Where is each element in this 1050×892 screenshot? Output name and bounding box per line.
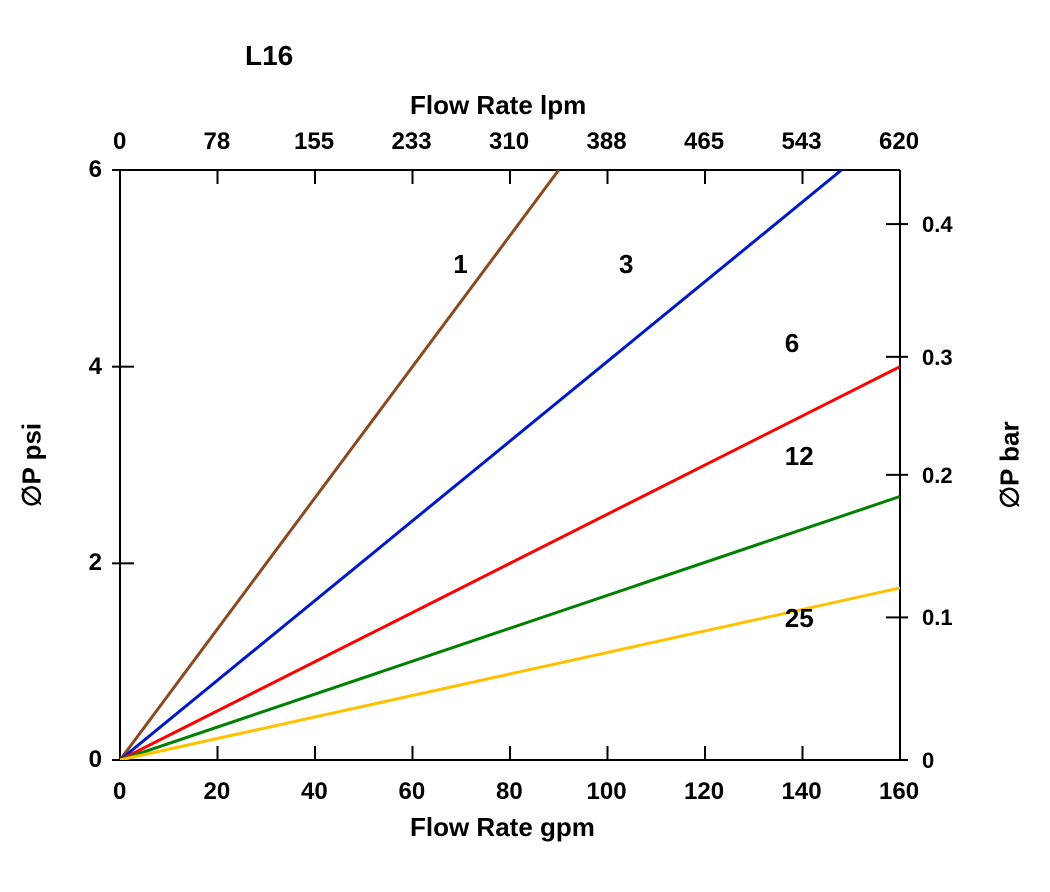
- y-left-tick-label: 4: [89, 353, 102, 381]
- series-line: [120, 496, 900, 760]
- series-label: 3: [619, 249, 633, 280]
- y-right-tick-label: 0.1: [922, 605, 953, 631]
- x-bottom-tick-label: 100: [587, 778, 627, 806]
- x-bottom-tick-label: 120: [684, 778, 724, 806]
- y-left-tick-label: 2: [89, 549, 102, 577]
- x-top-tick-label: 620: [879, 128, 919, 156]
- x-top-tick-label: 0: [113, 128, 126, 156]
- x-bottom-tick-label: 80: [496, 778, 523, 806]
- series-label: 12: [785, 441, 814, 472]
- x-bottom-tick-label: 160: [879, 778, 919, 806]
- x-bottom-tick-label: 20: [204, 778, 231, 806]
- x-top-tick-label: 155: [294, 128, 334, 156]
- series-line: [120, 588, 900, 760]
- y-right-tick-label: 0.2: [922, 463, 953, 489]
- y-right-tick-label: 0.4: [922, 212, 953, 238]
- series-label: 1: [453, 249, 467, 280]
- x-top-tick-label: 388: [587, 128, 627, 156]
- x-top-tick-label: 233: [392, 128, 432, 156]
- x-bottom-tick-label: 140: [782, 778, 822, 806]
- series-line: [120, 367, 900, 760]
- series-label: 6: [785, 328, 799, 359]
- series-line: [120, 170, 842, 760]
- x-bottom-tick-label: 0: [113, 778, 126, 806]
- series-label: 25: [785, 603, 814, 634]
- series-line: [120, 170, 559, 760]
- chart-stage: L16 Flow Rate lpm Flow Rate gpm ∅P psi ∅…: [0, 0, 1050, 892]
- x-bottom-tick-label: 40: [301, 778, 328, 806]
- x-top-tick-label: 78: [204, 128, 231, 156]
- x-top-tick-label: 465: [684, 128, 724, 156]
- y-left-tick-label: 0: [89, 746, 102, 774]
- x-bottom-tick-label: 60: [399, 778, 426, 806]
- x-top-tick-label: 310: [489, 128, 529, 156]
- y-right-tick-label: 0.3: [922, 345, 953, 371]
- x-top-tick-label: 543: [782, 128, 822, 156]
- y-left-tick-label: 6: [89, 156, 102, 184]
- y-right-tick-label: 0: [922, 748, 934, 774]
